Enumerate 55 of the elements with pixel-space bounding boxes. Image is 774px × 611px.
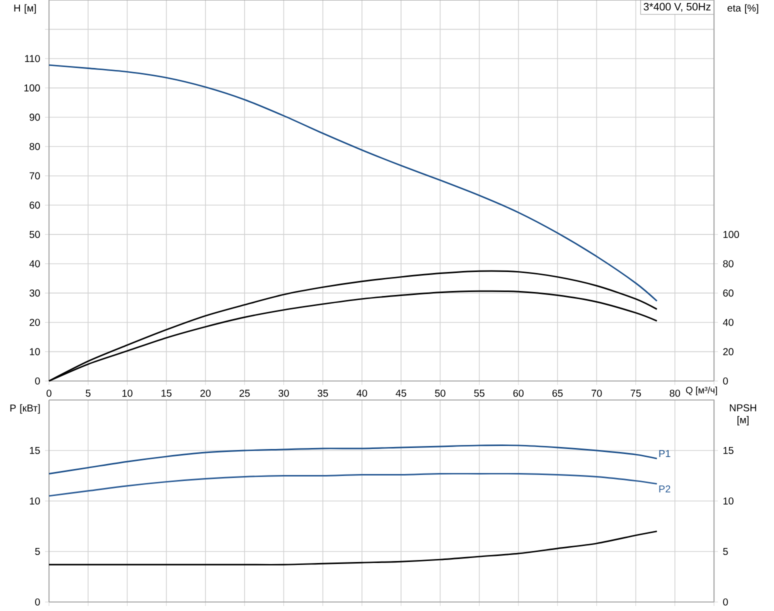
y-axis-title: H [м]: [14, 4, 36, 14]
y2-tick-label: 20: [723, 348, 734, 356]
y-tick-label: 70: [30, 172, 40, 180]
y-tick-label: 40: [29, 260, 40, 268]
y2-tick-label: 60: [723, 290, 734, 297]
line-series: [48, 444, 658, 474]
y2-tick-label: 80: [723, 260, 734, 268]
y2-axis-title: NPSH [м]: [730, 404, 756, 426]
y-tick-label: 80: [30, 142, 40, 150]
x-tick-label: 30: [278, 390, 289, 397]
x-tick-label: 0: [46, 390, 52, 397]
x-tick-label: 55: [474, 390, 484, 397]
y2-tick-label: 100: [723, 230, 739, 238]
y2-tick-label: 0: [723, 598, 728, 606]
y-tick-label: 110: [25, 55, 40, 62]
x-tick-label: 5: [86, 390, 90, 397]
line-series: [48, 530, 658, 566]
x-tick-label: 50: [435, 390, 446, 397]
y-tick-label: 0: [35, 598, 40, 606]
series-label: P1: [659, 450, 670, 457]
x-tick-label: 75: [630, 390, 641, 397]
x-tick-label: 35: [318, 390, 328, 397]
x-axis-title: Q [м³/ч]: [686, 386, 717, 396]
y-tick-label: 0: [35, 377, 40, 385]
x-tick-label: 80: [670, 390, 680, 397]
x-tick-label: 65: [552, 390, 563, 397]
y2-tick-label: 5: [723, 548, 728, 555]
annotation: 3*400 V, 50Hz: [644, 2, 711, 12]
y2-tick-label: 40: [722, 318, 734, 326]
y2-tick-label: 10: [723, 497, 734, 505]
y-axis-title: P [кВт]: [10, 404, 40, 414]
y-tick-label: 20: [30, 318, 40, 326]
series-label: P2: [659, 485, 670, 492]
y2-tick-label: 0: [723, 377, 728, 385]
line-series: [48, 64, 658, 302]
y-tick-label: 10: [30, 497, 40, 505]
x-tick-label: 70: [592, 390, 602, 397]
x-tick-label: 45: [396, 390, 406, 397]
x-tick-label: 20: [200, 390, 211, 397]
y-tick-label: 10: [30, 348, 40, 356]
y2-tick-label: 15: [723, 447, 734, 454]
y-tick-label: 100: [24, 84, 40, 92]
y-tick-label: 30: [30, 290, 40, 297]
line-series: [48, 472, 658, 497]
x-tick-label: 10: [122, 390, 132, 397]
y-tick-label: 60: [30, 202, 40, 209]
y2-axis-title: eta [%]: [728, 4, 758, 14]
y-tick-label: 15: [30, 447, 40, 454]
y-tick-label: 5: [35, 548, 40, 555]
y-tick-label: 90: [30, 114, 40, 121]
x-tick-label: 40: [356, 390, 368, 397]
x-tick-label: 15: [162, 390, 172, 397]
y-tick-label: 50: [30, 230, 40, 238]
x-tick-label: 25: [240, 390, 250, 397]
x-tick-label: 60: [513, 390, 524, 397]
